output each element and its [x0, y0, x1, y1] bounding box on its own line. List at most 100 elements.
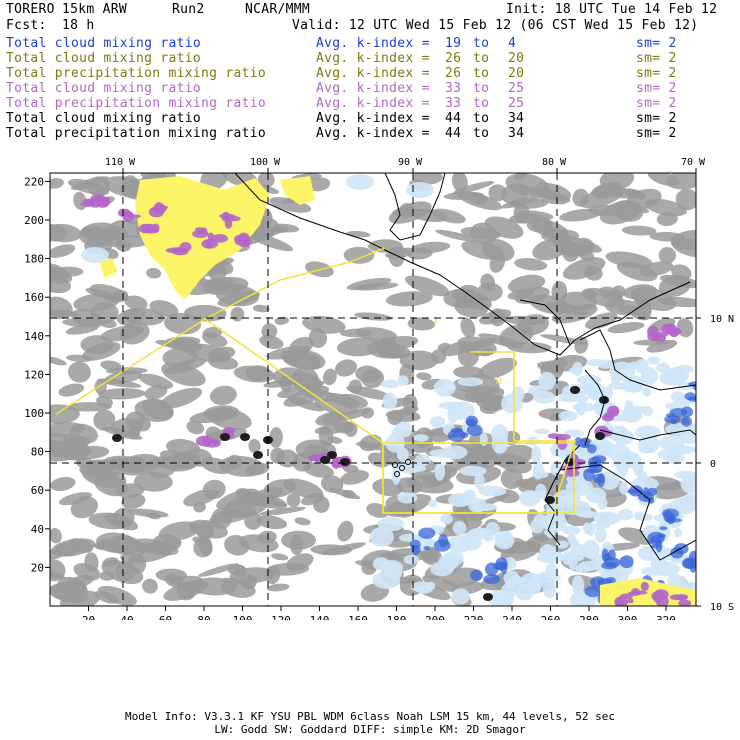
coastline: [599, 429, 696, 441]
yellow-patch: [280, 176, 315, 205]
yellow-patch: [100, 258, 118, 278]
lightblue-patch: [541, 544, 553, 562]
lightblue-patch: [429, 449, 457, 458]
cloud-patch: [240, 574, 258, 590]
lightblue-patch: [609, 361, 636, 382]
cloud-patch: [560, 291, 597, 311]
cloud-patch: [50, 440, 74, 453]
blue-patch: [423, 545, 431, 551]
lightblue-patch: [529, 579, 542, 595]
cloud-patch: [193, 538, 213, 558]
cloud-patch: [510, 198, 549, 209]
legend-k-start: 33: [445, 81, 462, 96]
legend-field: Total cloud mixing ratio: [6, 111, 202, 126]
black-core: [112, 434, 122, 442]
purple-patch: [646, 326, 659, 338]
cloud-patch: [407, 317, 436, 331]
legend-k-start: 26: [445, 51, 462, 66]
lightblue-patch: [497, 532, 511, 548]
cloud-patch: [134, 539, 182, 553]
blue-patch: [591, 455, 607, 464]
blue-patch: [601, 561, 618, 570]
blue-patch: [681, 416, 692, 427]
cloud-patch: [574, 337, 589, 354]
cloud-patch: [269, 197, 312, 213]
blue-patch: [483, 574, 501, 585]
cloud-patch: [155, 568, 188, 582]
cloud-patch: [50, 583, 89, 604]
black-core: [483, 593, 493, 601]
cloud-patch: [325, 392, 360, 407]
lightblue-patch: [428, 499, 438, 508]
lightblue-patch: [659, 369, 686, 387]
cloud-patch: [135, 417, 151, 432]
cloud-patch: [50, 559, 66, 582]
cloud-patch: [399, 202, 415, 218]
cloud-patch: [354, 312, 393, 321]
forecast-hour: 18 h: [62, 18, 95, 33]
legend-avg-label: Avg. k-index =: [316, 36, 430, 51]
cloud-patch: [644, 198, 687, 217]
x-tick-label: 100: [233, 614, 253, 620]
cloud-patch: [65, 324, 100, 335]
cloud-patch: [599, 200, 642, 225]
x-tick-label: 60: [159, 614, 172, 620]
lightblue-patch: [661, 502, 686, 510]
lon-label: 100 W: [250, 157, 281, 168]
lightblue-patch: [403, 554, 420, 565]
lightblue-patch: [433, 378, 456, 397]
lightblue-patch: [468, 498, 488, 513]
lightblue-patch: [640, 367, 658, 385]
blue-patch: [460, 432, 469, 439]
lightblue-patch: [518, 490, 541, 507]
black-core: [595, 432, 605, 440]
lightblue-patch: [447, 493, 473, 507]
lightblue-patch: [670, 391, 686, 403]
cloud-patch: [103, 455, 151, 472]
cloud-patch: [104, 513, 139, 531]
purple-patch: [148, 206, 165, 218]
legend-field: Total cloud mixing ratio: [6, 51, 202, 66]
legend-to: to: [473, 36, 490, 51]
black-core: [220, 433, 230, 441]
cloud-patch: [374, 336, 419, 351]
lightblue-patch: [628, 361, 640, 369]
black-core: [545, 496, 555, 504]
cloud-patch: [339, 328, 373, 338]
cloud-patch: [186, 420, 205, 435]
cloud-patch: [259, 335, 284, 349]
cloud-patch: [478, 357, 517, 379]
cloud-patch: [215, 284, 259, 307]
cloud-patch: [101, 426, 143, 440]
lightblue-patch: [459, 465, 487, 477]
purple-patch: [225, 215, 241, 222]
island: [399, 465, 405, 471]
x-tick-label: 160: [348, 614, 368, 620]
blue-patch: [693, 383, 696, 392]
lightblue-patch: [532, 461, 544, 480]
legend-k-start: 44: [445, 111, 462, 126]
lightblue-patch: [619, 481, 629, 495]
domain-box: [382, 442, 575, 514]
cloud-patch: [219, 455, 265, 477]
legend-k-end: 34: [508, 126, 525, 141]
cloud-patch: [266, 583, 290, 592]
purple-patch: [141, 223, 157, 232]
legend-field: Total precipitation mixing ratio: [6, 96, 267, 111]
cloud-patch: [50, 404, 80, 424]
cloud-patch: [102, 225, 128, 241]
lightblue-patch: [575, 400, 586, 416]
blue-patch: [699, 553, 708, 561]
legend-avg-label: Avg. k-index =: [316, 96, 430, 111]
header: TORERO 15km ARW Run2 NCAR/MMM Init: 18 U…: [0, 0, 740, 150]
cloud-patch: [221, 577, 246, 585]
black-core: [240, 433, 250, 441]
x-tick-label: 300: [618, 614, 638, 620]
cloud-patch: [269, 427, 283, 448]
lightblue-patch: [511, 386, 525, 403]
cloud-patch: [402, 394, 418, 413]
blue-patch: [583, 467, 595, 482]
x-tick-label: 120: [271, 614, 291, 620]
cloud-patch: [334, 359, 358, 377]
cloud-patch: [58, 492, 92, 506]
